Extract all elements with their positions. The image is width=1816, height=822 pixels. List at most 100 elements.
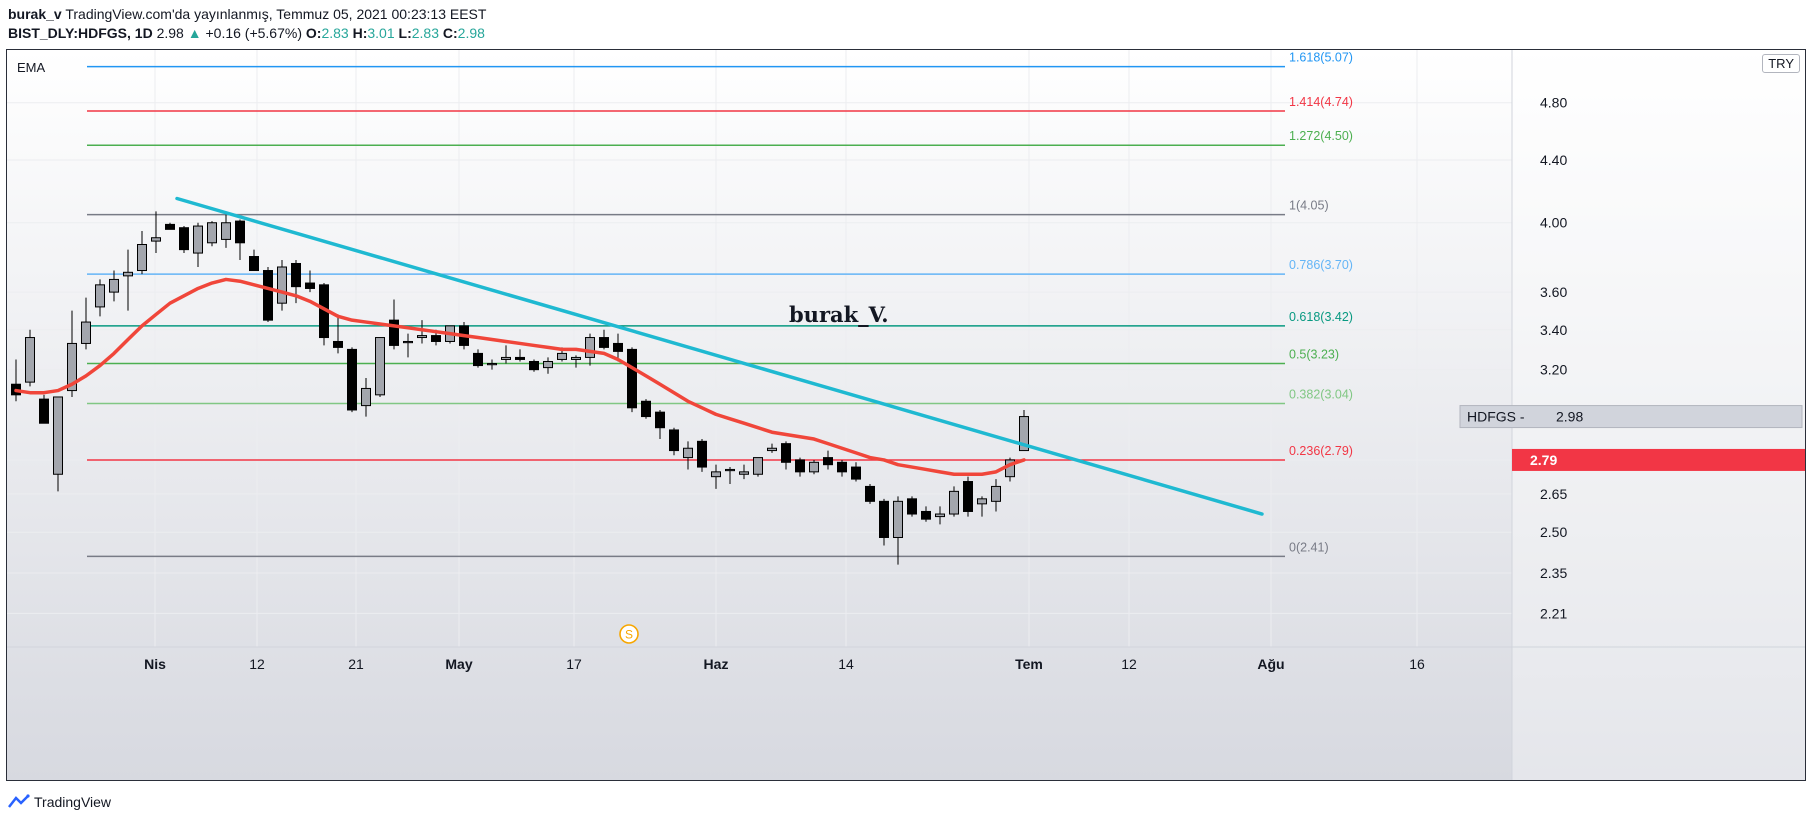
candle-body	[291, 262, 301, 288]
candle-body	[655, 411, 665, 429]
candle-body	[879, 500, 889, 538]
candle-body	[739, 471, 749, 475]
ema-price-tag[interactable]	[1512, 448, 1805, 471]
up-arrow-icon: ▲	[187, 25, 202, 41]
candle-body	[81, 321, 91, 344]
candle-body	[403, 340, 413, 344]
candle-body	[809, 461, 819, 473]
candle-body	[907, 498, 917, 515]
y-tick-label: 2.65	[1540, 486, 1567, 502]
event-marker: S	[619, 624, 639, 644]
candle-body	[361, 387, 371, 407]
tradingview-logo-icon	[8, 794, 30, 808]
x-tick-label: 12	[1121, 656, 1137, 672]
ema-line	[14, 277, 1026, 477]
candle-body	[333, 340, 343, 348]
candle-body	[39, 398, 49, 424]
candle-body	[837, 461, 847, 473]
candle-body	[683, 447, 693, 459]
chart-frame[interactable]: 2.21 2.35 2.50 2.65 2.79 3.20 3.40 3.60 4.00 4.40…	[6, 49, 1806, 781]
low-label: L:	[398, 25, 412, 41]
candle-body	[25, 337, 35, 383]
y-tick-label: 4.00	[1540, 215, 1567, 231]
price-chart[interactable]: 2.21 2.35 2.50 2.65 2.79 3.20 3.40 3.60 4.00 4.40…	[7, 50, 1805, 780]
close-value: 2.98	[457, 25, 485, 41]
candle-body	[375, 337, 385, 396]
y-tick-label: 4.40	[1540, 152, 1567, 168]
candle-body	[795, 459, 805, 473]
x-tick-label: Tem	[1015, 656, 1043, 672]
publish-info: burak_v TradingView.com'da yayınlanmış, …	[8, 6, 486, 22]
y-tick-label: 3.40	[1540, 322, 1567, 338]
symbol-info: BIST_DLY:HDFGS, 1D 2.98 ▲ +0.16 (+5.67%)…	[8, 25, 485, 41]
fib-level-label: 0.382(3.04)	[1289, 387, 1353, 401]
fib-level-label: 1.414(4.74)	[1289, 95, 1353, 109]
candle-body	[179, 227, 189, 251]
trendline	[175, 196, 1264, 516]
candle-body	[627, 348, 637, 409]
x-tick-label: 17	[566, 656, 582, 672]
fib-level-label: 0.5(3.23)	[1289, 348, 1339, 362]
candle-body	[557, 352, 567, 360]
candle-body	[277, 266, 287, 304]
candle-body	[221, 222, 231, 240]
candle-body	[921, 510, 931, 520]
candle-body	[669, 429, 679, 452]
x-tick-label: 14	[838, 656, 854, 672]
candle-body	[249, 256, 259, 272]
candle-body	[893, 500, 903, 538]
x-tick-label: 21	[348, 656, 364, 672]
x-tick-label: 12	[249, 656, 265, 672]
candle-body	[165, 223, 175, 230]
candle-body	[599, 337, 609, 348]
y-tick-label: 2.50	[1540, 524, 1567, 540]
candle-body	[977, 498, 987, 505]
high-value: 3.01	[367, 25, 395, 41]
fib-level-label: 1.618(5.07)	[1289, 51, 1353, 65]
candle-body	[473, 352, 483, 367]
fib-level-label: 1(4.05)	[1289, 199, 1329, 213]
published-text: TradingView.com'da yayınlanmış, Temmuz 0…	[65, 6, 487, 22]
candle-body	[501, 356, 511, 360]
close-label: C:	[442, 25, 458, 41]
author: burak_v	[8, 6, 62, 22]
candle-body	[851, 466, 861, 480]
y-tick-label: 3.60	[1540, 284, 1567, 300]
currency-badge[interactable]: TRY	[1762, 54, 1800, 73]
candle-body	[53, 396, 63, 475]
candle-body	[697, 440, 707, 468]
candle-body	[991, 485, 1001, 502]
candle-body	[1019, 416, 1029, 452]
last-price-tag[interactable]	[1459, 405, 1803, 429]
y-tick-label: 4.80	[1540, 95, 1567, 111]
y-tick-label: 2.35	[1540, 565, 1567, 581]
last-price-value: 2.98	[1556, 409, 1583, 425]
fib-level-label: 0(2.41)	[1289, 540, 1329, 554]
candle-body	[487, 363, 497, 366]
candle-body	[949, 490, 959, 515]
candle-body	[753, 457, 763, 475]
indicator-label[interactable]: EMA	[17, 60, 46, 75]
candle-body	[109, 278, 119, 293]
footer-brand: TradingView	[34, 794, 112, 810]
candle-body	[417, 335, 427, 339]
candle-body	[431, 335, 441, 342]
candle-body	[865, 485, 875, 502]
event-marker-icon[interactable]	[619, 624, 639, 644]
candle-body	[389, 319, 399, 346]
fib-level-label: 1.272(4.50)	[1289, 129, 1353, 143]
candle-body	[543, 360, 553, 369]
candle-body	[137, 243, 147, 272]
candle-body	[641, 400, 651, 418]
high-label: H:	[352, 25, 368, 41]
candle-body	[151, 237, 161, 242]
last-price: 2.98	[156, 25, 184, 41]
candle-body	[193, 225, 203, 254]
candle-body	[347, 348, 357, 411]
candle-body	[767, 447, 777, 452]
y-tick-label: 3.20	[1540, 362, 1567, 378]
candle-body	[95, 284, 105, 308]
candle-body	[529, 360, 539, 371]
open-label: O:	[305, 25, 322, 41]
candle-body	[305, 282, 315, 289]
